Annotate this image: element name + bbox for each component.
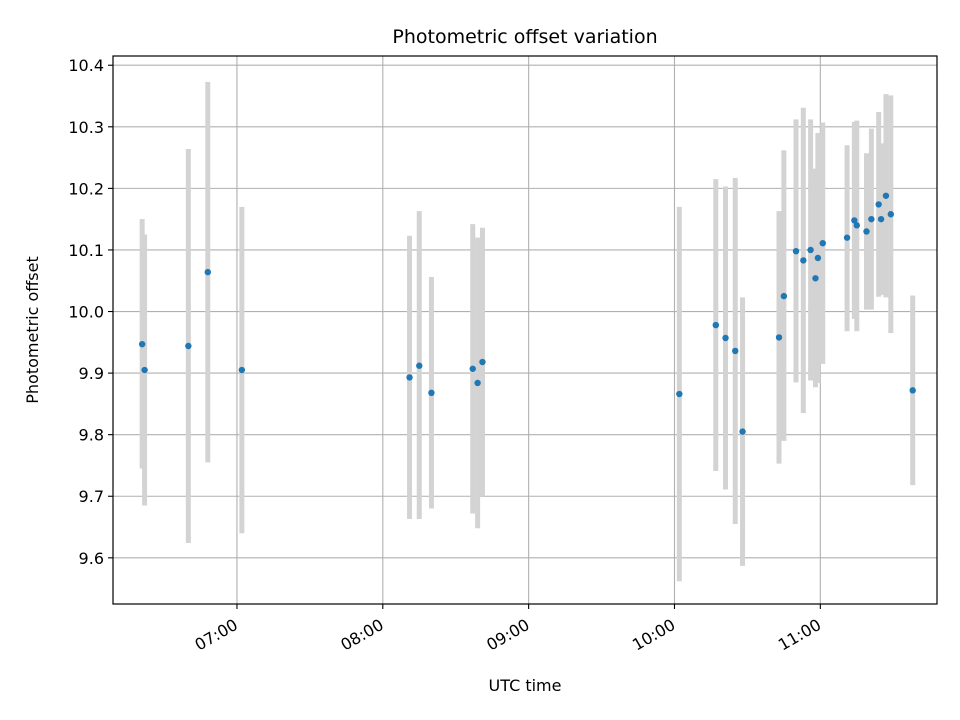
data-point [877, 215, 885, 223]
data-point [819, 239, 826, 247]
data-point [479, 358, 486, 366]
y-tick-label: 10.0 [68, 303, 104, 322]
data-point [851, 217, 858, 224]
data-point [812, 275, 819, 282]
data-point [722, 334, 729, 342]
data-point [416, 362, 423, 369]
data-point [185, 342, 192, 350]
data-point [406, 374, 413, 381]
data-point [887, 211, 895, 218]
chart-title: Photometric offset variation [392, 26, 657, 48]
data-point [204, 268, 211, 276]
y-tick-label: 10.2 [68, 179, 104, 198]
y-tick-label: 9.9 [79, 364, 104, 383]
data-point [739, 428, 746, 435]
data-point [712, 321, 720, 329]
y-axis: 9.6 9.7 9.8 9.9 10.0 10.1 10.2 10.3 10.4 [68, 56, 113, 568]
data-point [469, 365, 476, 372]
data-point [800, 257, 807, 264]
data-point [474, 379, 481, 387]
data-point [780, 292, 788, 300]
y-tick-label: 10.1 [68, 241, 104, 260]
y-tick-label: 9.7 [79, 487, 104, 506]
data-point [775, 334, 783, 341]
data-point [814, 254, 822, 262]
data-point [875, 201, 882, 208]
data-point [676, 390, 683, 398]
data-point [868, 215, 875, 223]
data-point [238, 366, 246, 374]
y-tick-label: 9.8 [79, 426, 104, 445]
data-points [138, 192, 916, 435]
y-tick-label: 9.6 [79, 549, 104, 568]
y-axis-label: Photometric offset [23, 256, 42, 404]
data-point [732, 347, 739, 355]
data-point [909, 387, 916, 394]
data-point [853, 222, 860, 229]
data-point [863, 228, 870, 235]
data-point [138, 340, 146, 348]
data-point [141, 366, 148, 374]
grid [113, 56, 937, 604]
data-point [792, 247, 800, 255]
data-point [843, 234, 851, 241]
y-tick-label: 10.4 [68, 56, 104, 75]
x-axis-label: UTC time [489, 676, 562, 695]
y-tick-label: 10.3 [68, 118, 104, 137]
plot-frame [112, 55, 938, 605]
data-point [807, 246, 814, 254]
data-point [428, 389, 435, 397]
data-point [882, 192, 890, 199]
